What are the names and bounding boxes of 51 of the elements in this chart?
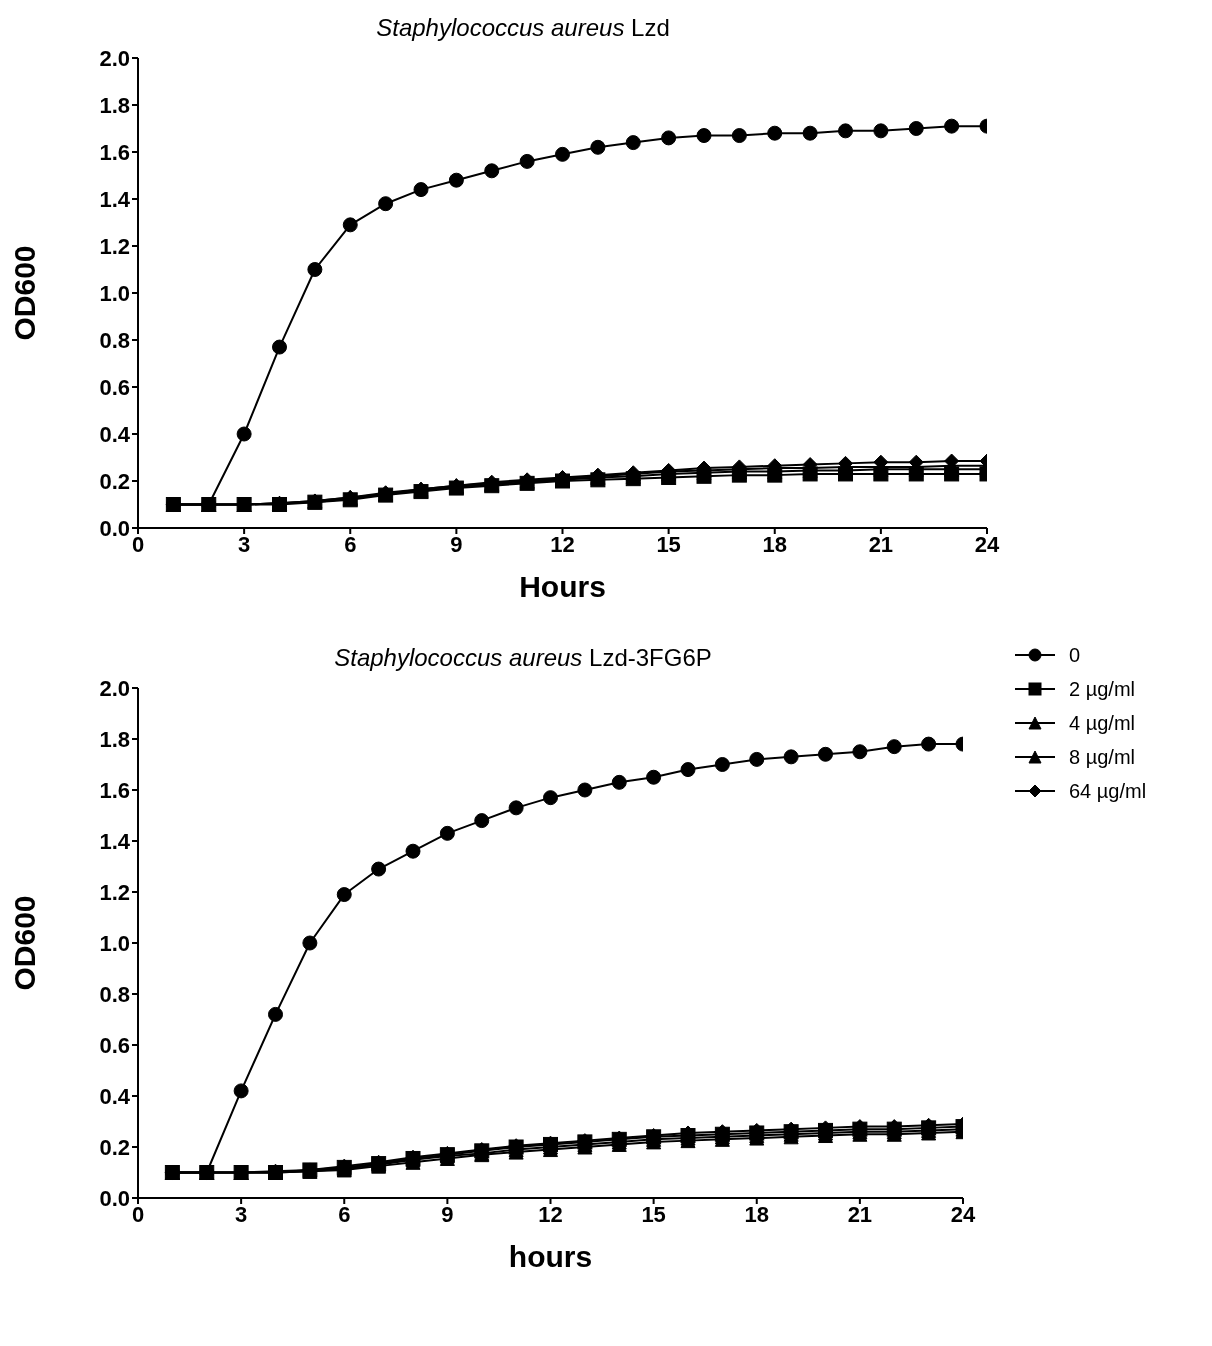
- legend-label: 4 µg/ml: [1069, 711, 1135, 735]
- y-tick-label: 0.8: [99, 327, 130, 353]
- y-tick-label: 0.8: [99, 981, 130, 1007]
- x-tick-label: 9: [441, 1201, 454, 1227]
- y-tick-label: 0.2: [99, 1134, 130, 1160]
- x-tick-label: 18: [762, 531, 787, 557]
- y-tick-label: 1.6: [99, 139, 130, 165]
- x-tick-label: 15: [641, 1201, 666, 1227]
- x-axis-title: hours: [508, 1240, 593, 1273]
- y-tick-label: 1.4: [99, 828, 131, 854]
- y-tick-label: 0.0: [99, 515, 130, 541]
- legend-label: 64 µg/ml: [1069, 779, 1147, 803]
- x-tick-label: 6: [338, 1201, 351, 1227]
- x-tick-label: 3: [235, 1201, 248, 1227]
- x-tick-label: 12: [538, 1201, 563, 1227]
- x-tick-label: 9: [450, 531, 463, 557]
- y-tick-label: 1.0: [99, 280, 130, 306]
- x-tick-label: 0: [131, 1201, 145, 1227]
- y-tick-label: 1.6: [99, 777, 130, 803]
- x-tick-label: 12: [550, 531, 575, 557]
- y-tick-label: 0.4: [99, 1083, 131, 1109]
- y-tick-label: 1.8: [99, 92, 130, 118]
- x-tick-label: 21: [868, 531, 894, 557]
- y-tick-label: 1.2: [99, 233, 130, 259]
- y-tick-label: 0.2: [99, 468, 130, 494]
- y-tick-label: 1.0: [99, 930, 130, 956]
- y-tick-label: 1.4: [99, 186, 131, 212]
- x-tick-label: 21: [847, 1201, 873, 1227]
- y-axis-title: OD600: [7, 245, 41, 341]
- x-tick-label: 15: [656, 531, 681, 557]
- legend-label: 0: [1069, 643, 1081, 667]
- y-tick-label: 2.0: [99, 45, 130, 71]
- y-axis-title: OD600: [7, 895, 41, 991]
- x-tick-label: 3: [238, 531, 251, 557]
- legend-label: 8 µg/ml: [1069, 745, 1135, 769]
- x-tick-label: 6: [344, 531, 357, 557]
- y-tick-label: 0.6: [99, 374, 130, 400]
- x-tick-label: 0: [131, 531, 145, 557]
- x-tick-label: 18: [744, 1201, 769, 1227]
- x-tick-label: 24: [974, 531, 1000, 557]
- legend-label: 2 µg/ml: [1069, 677, 1135, 701]
- y-tick-label: 1.2: [99, 879, 130, 905]
- y-tick-label: 2.0: [99, 675, 130, 701]
- y-tick-label: 1.8: [99, 726, 130, 752]
- chart-title: Staphylococcus aureus Lzd-3FG6P: [334, 644, 712, 671]
- y-tick-label: 0.4: [99, 421, 131, 447]
- chart-title: Staphylococcus aureus Lzd: [376, 14, 670, 41]
- y-tick-label: 0.0: [99, 1185, 130, 1211]
- x-axis-title: Hours: [519, 570, 606, 603]
- y-tick-label: 0.6: [99, 1032, 130, 1058]
- x-tick-label: 24: [950, 1201, 976, 1227]
